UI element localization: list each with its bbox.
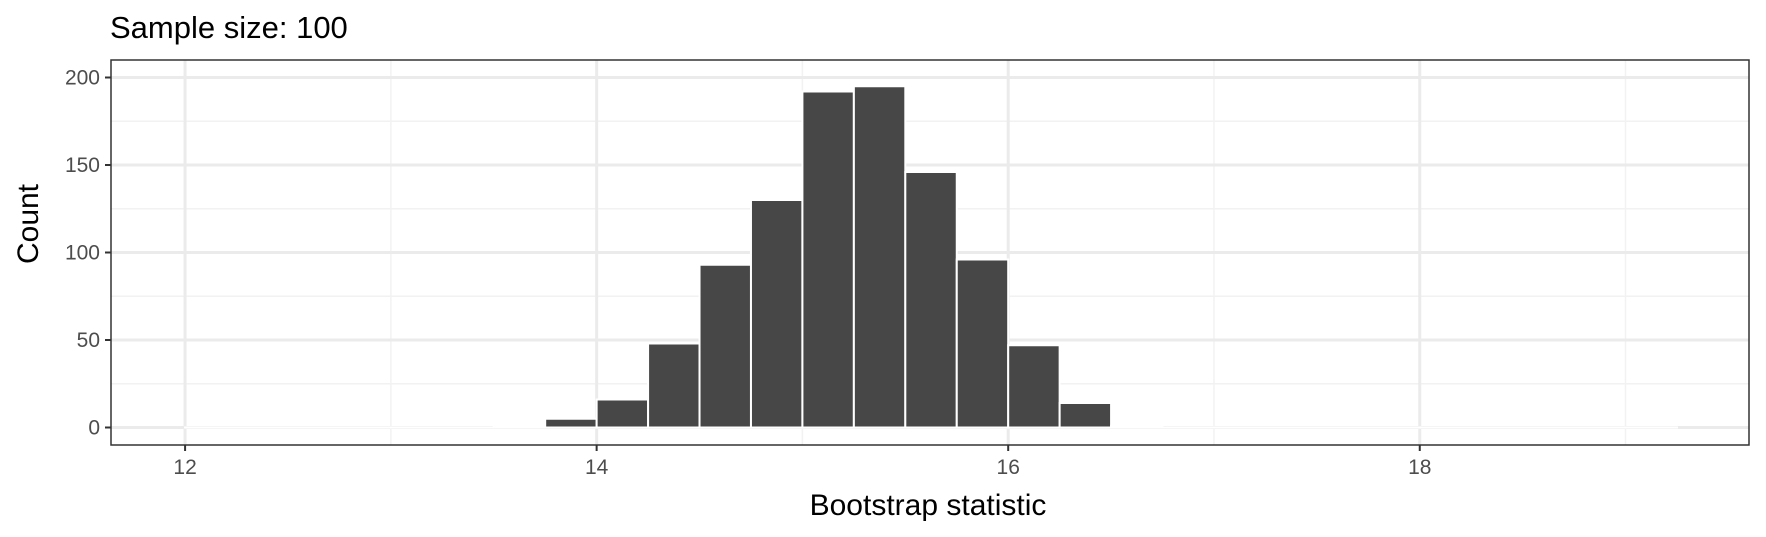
x-axis-title: Bootstrap statistic (810, 489, 1047, 522)
histogram-bar (955, 258, 1010, 429)
x-tick-label: 16 (997, 456, 1020, 479)
histogram-bar (749, 199, 804, 429)
y-axis: 0 50 100 150 200 (65, 67, 111, 440)
y-tick-label: 100 (65, 242, 100, 265)
histogram-bar (852, 85, 907, 429)
chart-title: Sample size: 100 (110, 10, 348, 45)
histogram-bar (801, 90, 855, 429)
y-axis-title: Count (12, 183, 45, 264)
y-tick-label: 150 (65, 154, 100, 177)
histogram-bar (647, 342, 701, 429)
x-tick-label: 14 (585, 456, 609, 479)
x-axis: 12 14 16 18 (173, 445, 1431, 479)
histogram-bar (698, 263, 752, 429)
histogram-bar (1110, 424, 1164, 429)
x-tick-label: 12 (173, 456, 196, 479)
y-tick-label: 50 (77, 329, 100, 352)
histogram-bar (1058, 402, 1113, 429)
y-tick-label: 200 (65, 67, 100, 90)
histogram-bars (184, 85, 1678, 429)
histogram-bar (904, 171, 958, 429)
x-tick-label: 18 (1408, 456, 1431, 479)
histogram-bar (492, 424, 547, 429)
histogram-bar (1007, 344, 1061, 429)
histogram-bar (595, 398, 650, 429)
y-tick-label: 0 (88, 417, 100, 440)
histogram-bar (544, 417, 598, 429)
